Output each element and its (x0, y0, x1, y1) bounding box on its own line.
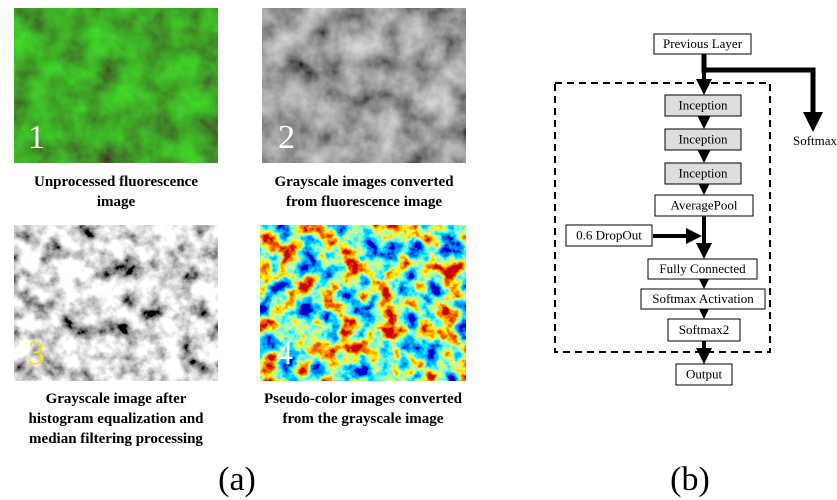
image-number: 2 (278, 119, 295, 156)
image-caption: Grayscale image after (46, 391, 187, 407)
panel-label: (b) (670, 461, 710, 498)
image-caption: image (97, 194, 136, 210)
image-caption: histogram equalization and (28, 411, 204, 427)
layer-label: Output (686, 366, 723, 381)
layer-label: 0.6 DropOut (576, 227, 642, 242)
image-caption: median filtering processing (29, 431, 203, 447)
layer-label: Inception (678, 165, 728, 180)
layer-label: Softmax Activation (652, 291, 754, 306)
layer-label: Softmax2 (679, 322, 730, 337)
image-caption: Unprocessed fluorescence (34, 174, 198, 190)
panel-label: (a) (218, 461, 256, 498)
image-number: 1 (28, 119, 45, 156)
image-number: 3 (28, 335, 45, 372)
image-caption: from fluorescence image (286, 194, 442, 210)
layer-label: Inception (678, 131, 728, 146)
image-caption: Pseudo-color images converted (264, 391, 463, 407)
image-caption: Grayscale images converted (274, 174, 454, 190)
image-caption: from the grayscale image (283, 411, 444, 427)
figure: 1 2 3 4 (a) (b) Softmax Unprocessed fluo… (0, 0, 837, 500)
layer-label: Inception (678, 97, 728, 112)
layer-label: Previous Layer (663, 36, 743, 51)
layer-label: Fully Connected (659, 261, 746, 276)
image-number: 4 (276, 335, 293, 372)
layer-label: AveragePool (671, 197, 738, 212)
dashed-group (555, 83, 770, 352)
side-output: Softmax (793, 133, 837, 148)
